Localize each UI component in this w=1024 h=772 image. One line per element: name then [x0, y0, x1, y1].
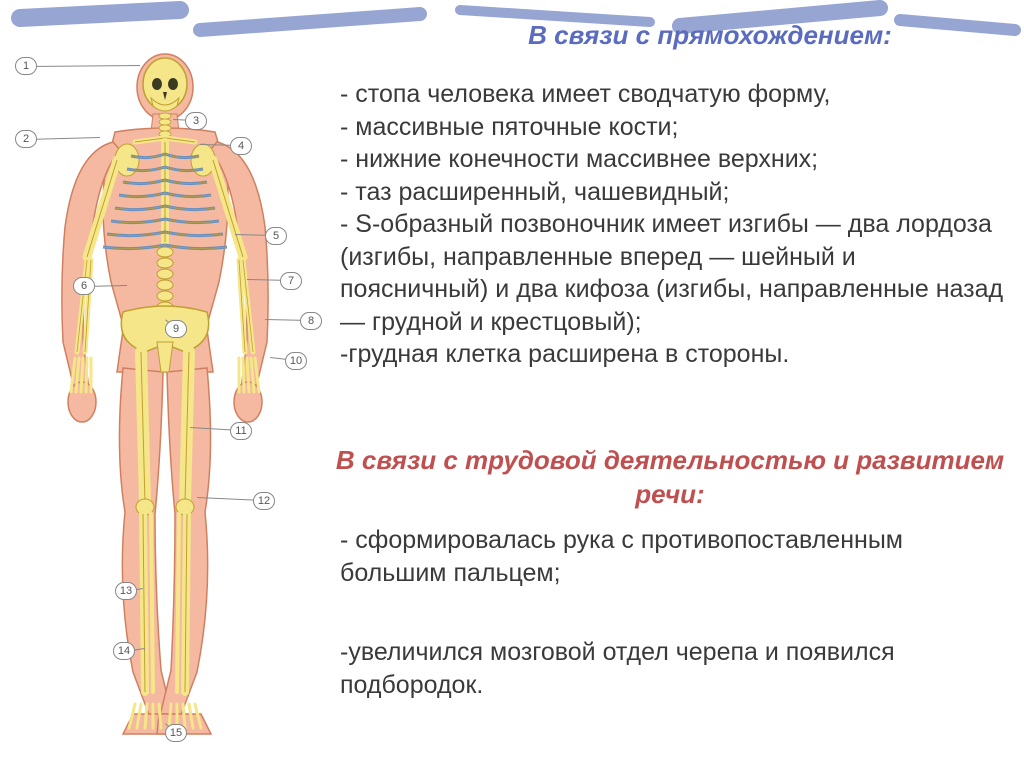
- skeleton-diagram: 123456789101112131415: [5, 52, 330, 767]
- callout-label-2: 2: [15, 130, 37, 148]
- heading-bipedalism: В связи с прямохождением:: [450, 20, 970, 51]
- callout-label-3: 3: [185, 112, 207, 130]
- bullet-list-hand: - сформировалась рука с противопоставлен…: [340, 524, 1010, 589]
- callout-label-10: 10: [285, 352, 307, 370]
- callout-label-7: 7: [280, 272, 302, 290]
- callout-label-4: 4: [230, 137, 252, 155]
- skeleton-svg: [5, 52, 330, 767]
- bullet-list-bipedalism: - стопа человека имеет сводчатую форму, …: [340, 78, 1010, 371]
- callout-label-15: 15: [165, 724, 187, 742]
- callout-label-5: 5: [265, 227, 287, 245]
- callout-label-14: 14: [113, 642, 135, 660]
- callout-label-1: 1: [15, 57, 37, 75]
- callout-label-6: 6: [73, 277, 95, 295]
- callout-label-11: 11: [230, 422, 252, 440]
- callout-label-8: 8: [300, 312, 322, 330]
- callout-label-13: 13: [115, 582, 137, 600]
- bullet-list-skull: -увеличился мозговой отдел черепа и появ…: [340, 636, 1010, 701]
- callout-label-12: 12: [253, 492, 275, 510]
- callout-label-9: 9: [165, 320, 187, 338]
- heading-labor-speech: В связи с трудовой деятельностью и разви…: [330, 444, 1010, 512]
